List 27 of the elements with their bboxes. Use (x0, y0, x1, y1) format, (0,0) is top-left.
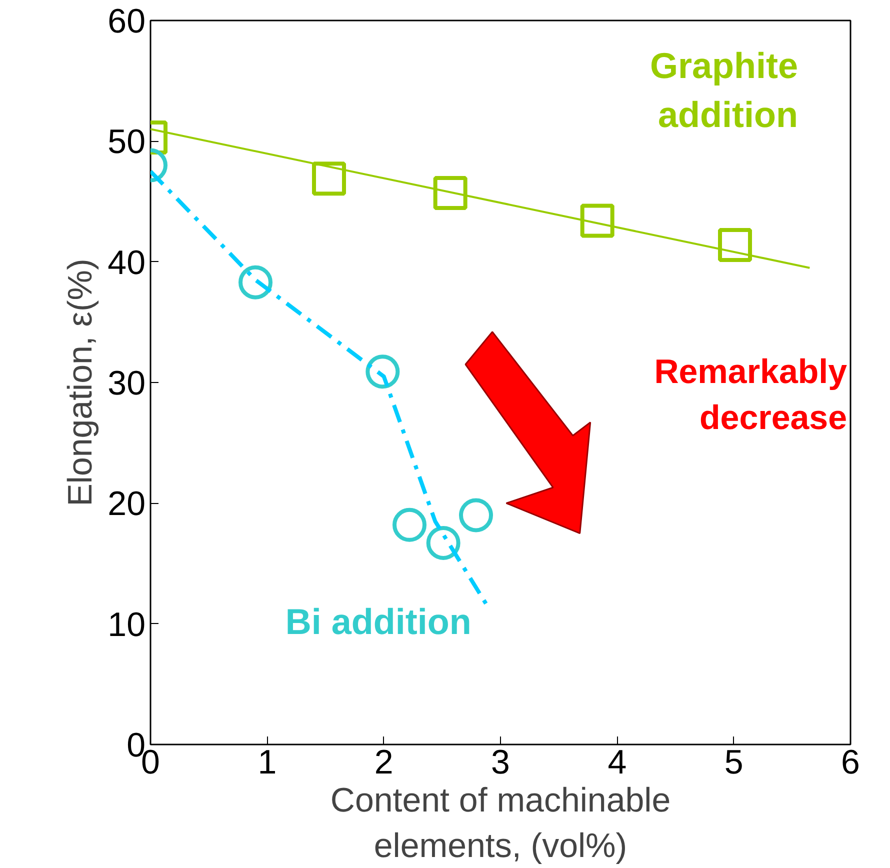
y-tick-label: 20 (108, 485, 146, 524)
point (718, 228, 752, 262)
x-tick-label: 3 (491, 744, 510, 782)
series-label: Bi addition (285, 600, 472, 642)
point (312, 162, 346, 196)
x-tick-label: 5 (724, 744, 744, 782)
point (238, 265, 272, 300)
point (392, 508, 426, 542)
point (366, 354, 400, 389)
x-tick-label: 1 (258, 744, 277, 782)
y-tick-label: 50 (108, 123, 146, 162)
x-tick-label: 4 (608, 744, 627, 782)
x-tick-label: 6 (841, 744, 860, 782)
point (426, 526, 460, 560)
y-tick-label: 60 (108, 2, 146, 40)
point (580, 204, 614, 238)
x-tick-label: 2 (374, 744, 394, 782)
y-tick-label: 40 (108, 244, 146, 282)
x-axis-title: Content of machinable elements, (vol%) (330, 782, 671, 866)
annotation: Remarkably decrease (654, 353, 848, 437)
text: Graphite addition (650, 44, 798, 136)
y-tick-label: 30 (108, 364, 146, 402)
line-series (150, 169, 488, 607)
y-tick-label: 10 (108, 606, 146, 644)
point (433, 176, 468, 210)
point (459, 498, 493, 532)
y-axis-title: Elongation, ε(%) (62, 258, 100, 506)
